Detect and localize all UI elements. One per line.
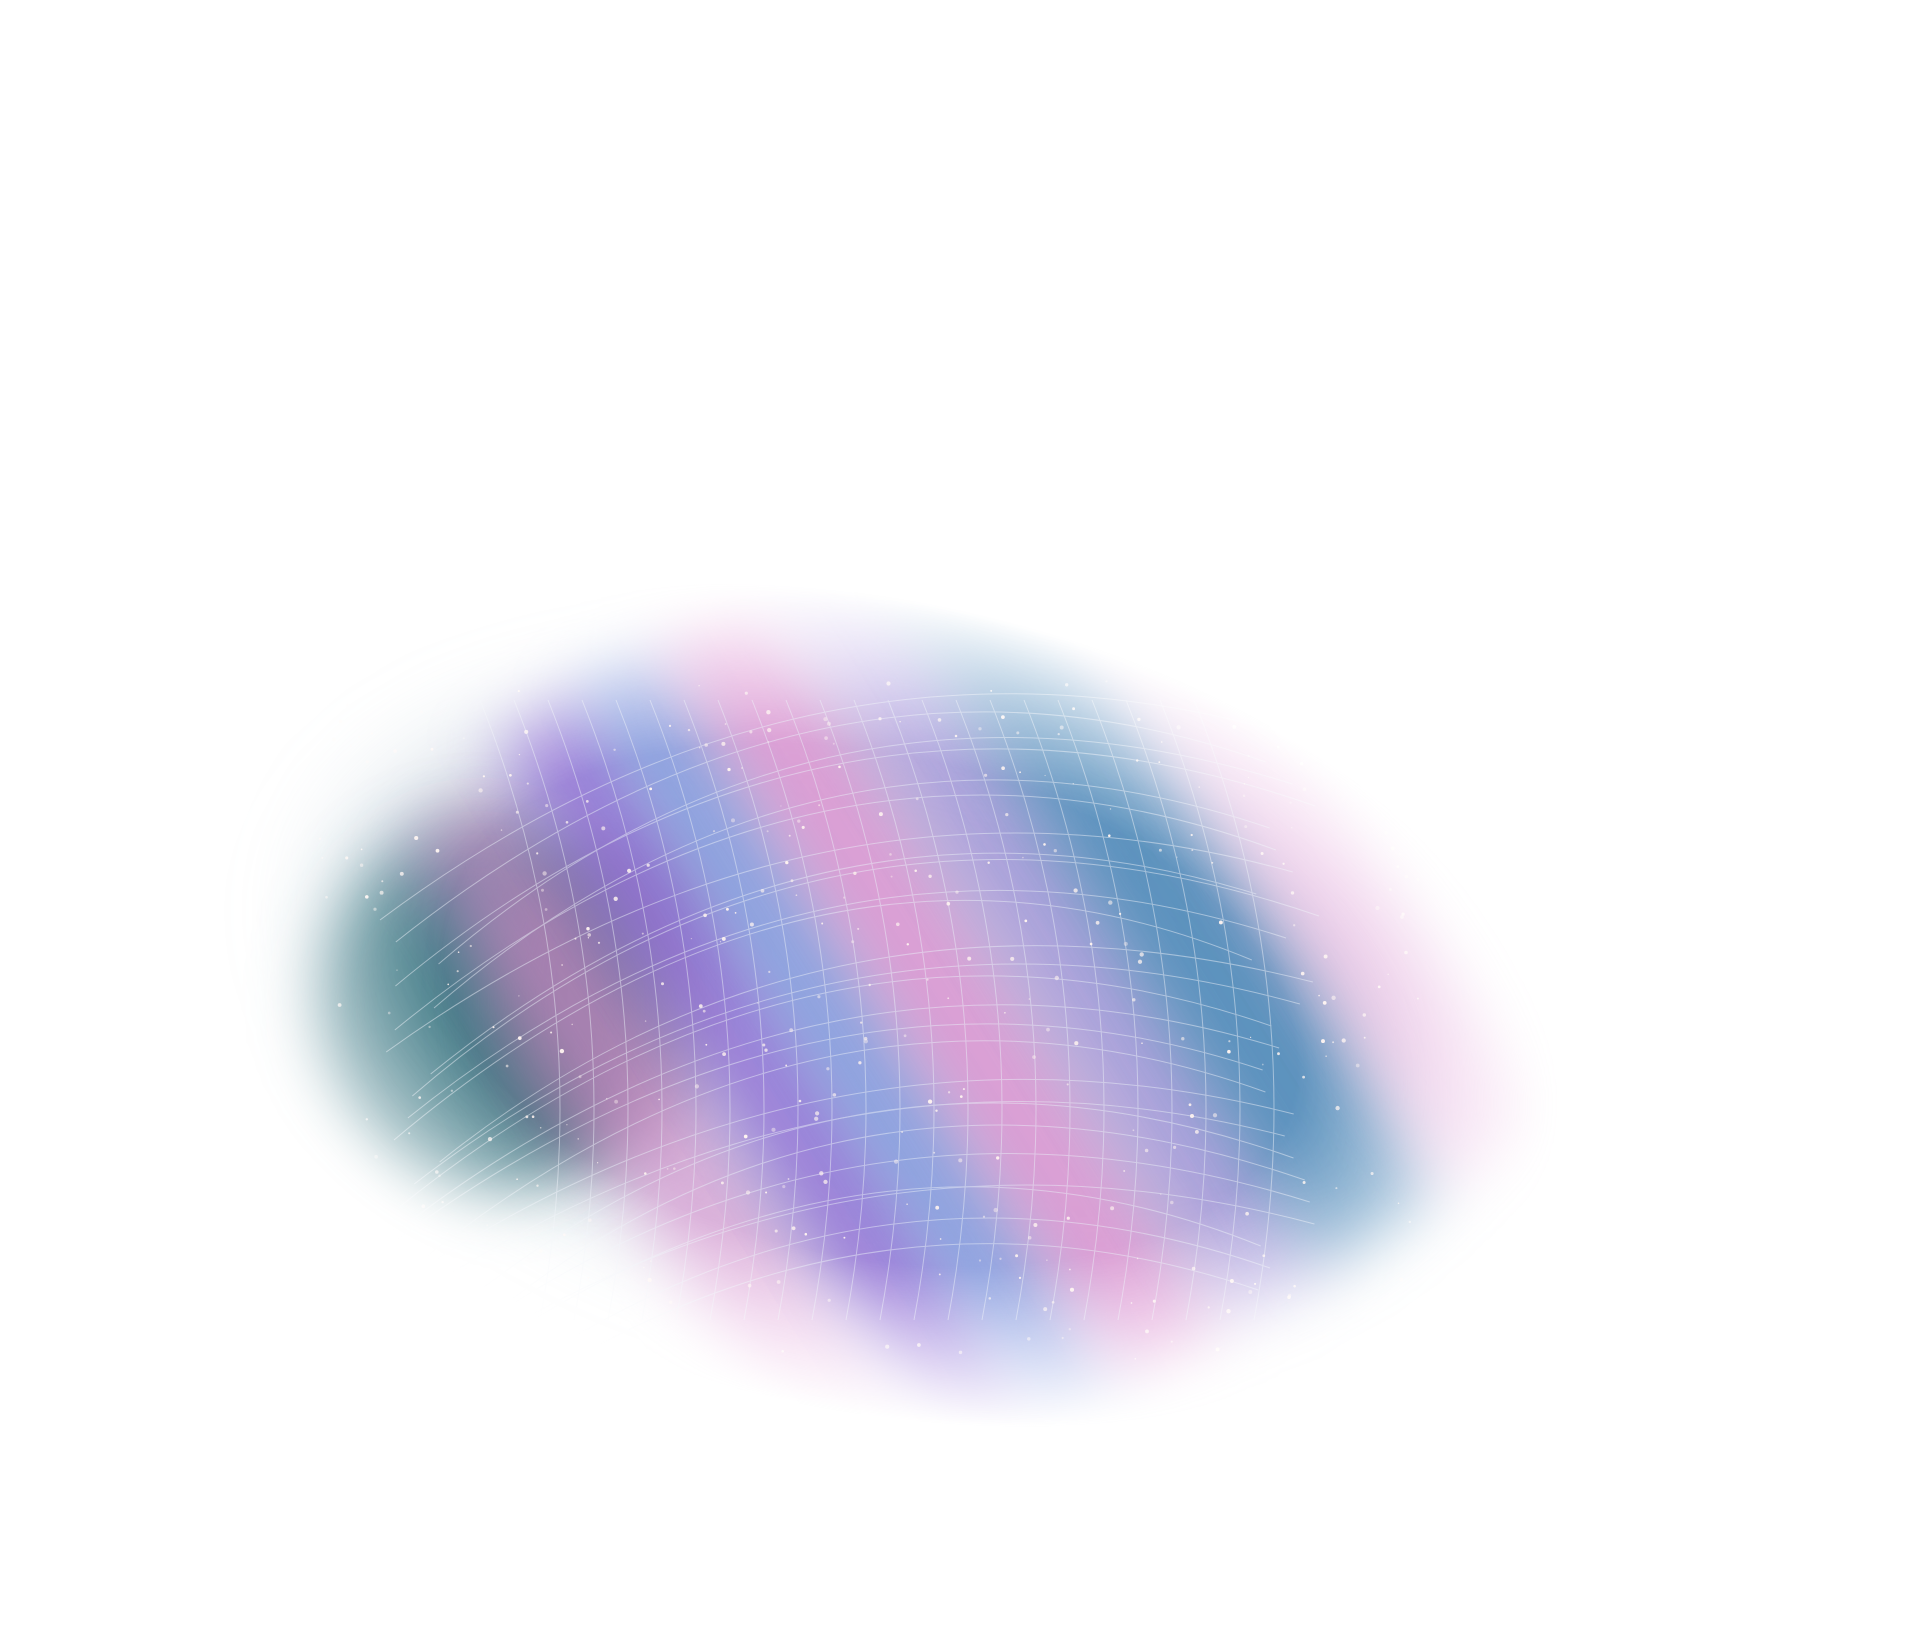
nebula-body (310, 361, 1568, 1520)
